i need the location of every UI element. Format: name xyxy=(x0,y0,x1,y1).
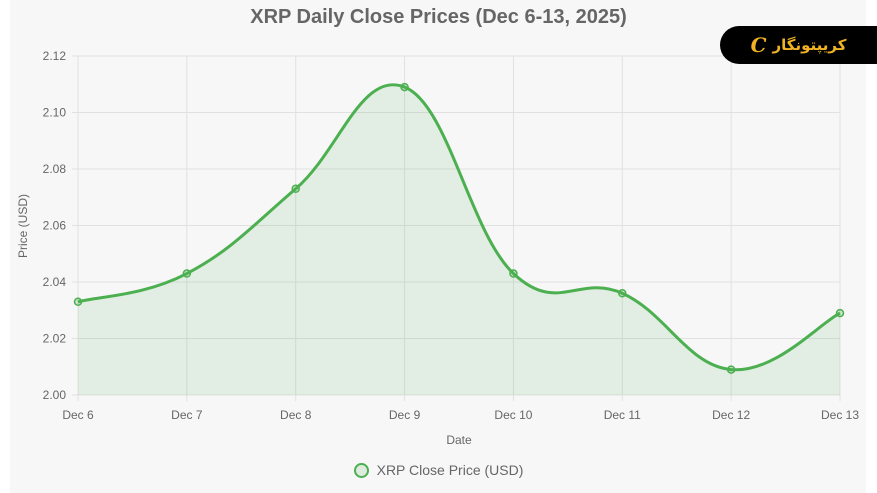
data-points xyxy=(73,82,845,374)
area-fill xyxy=(78,84,840,396)
y-tick-label: 2.06 xyxy=(43,219,67,233)
legend-label: XRP Close Price (USD) xyxy=(376,462,524,478)
data-point[interactable] xyxy=(509,269,518,278)
x-tick-label: Dec 13 xyxy=(821,408,859,422)
x-tick-label: Dec 11 xyxy=(604,408,641,422)
brand-badge: کریپتونگار C xyxy=(720,26,877,64)
y-tick-label: 2.02 xyxy=(43,332,67,346)
x-tick-label: Dec 6 xyxy=(62,408,94,422)
legend-swatch-icon xyxy=(353,462,369,478)
data-point[interactable] xyxy=(182,269,192,278)
data-point[interactable] xyxy=(73,297,83,307)
legend[interactable]: XRP Close Price (USD) xyxy=(0,462,877,478)
chart-title: XRP Daily Close Prices (Dec 6-13, 2025) xyxy=(250,6,627,28)
grid-lines xyxy=(72,55,841,401)
data-point[interactable] xyxy=(835,308,845,318)
data-point[interactable] xyxy=(618,289,627,298)
x-axis-ticks: Dec 6 Dec 7 Dec 8 Dec 9 Dec 10 Dec 11 Dec 12 De… xyxy=(62,408,859,422)
brand-name: کریپتونگار xyxy=(772,36,847,54)
x-tick-label: Dec 9 xyxy=(389,408,421,422)
x-axis-label: Date xyxy=(446,433,472,447)
data-point[interactable] xyxy=(726,365,736,374)
price-line xyxy=(77,83,841,372)
data-point[interactable] xyxy=(291,184,300,194)
y-axis-label: Price (USD) xyxy=(16,194,30,258)
y-tick-label: 2.08 xyxy=(43,162,67,176)
data-point[interactable] xyxy=(400,82,409,92)
x-tick-label: Dec 12 xyxy=(712,408,750,422)
y-tick-label: 2.12 xyxy=(43,49,67,63)
chart-panel xyxy=(10,0,866,493)
x-tick-label: Dec 10 xyxy=(494,408,532,422)
x-tick-label: Dec 8 xyxy=(280,408,312,422)
y-tick-label: 2.00 xyxy=(43,388,67,402)
x-tick-label: Dec 7 xyxy=(171,408,203,422)
brand-logo-icon: C xyxy=(750,33,767,57)
y-tick-label: 2.10 xyxy=(43,106,67,120)
y-tick-label: 2.04 xyxy=(43,275,67,289)
y-axis-ticks: 2.12 2.10 2.08 2.06 2.04 2.02 2.00 xyxy=(43,49,67,402)
